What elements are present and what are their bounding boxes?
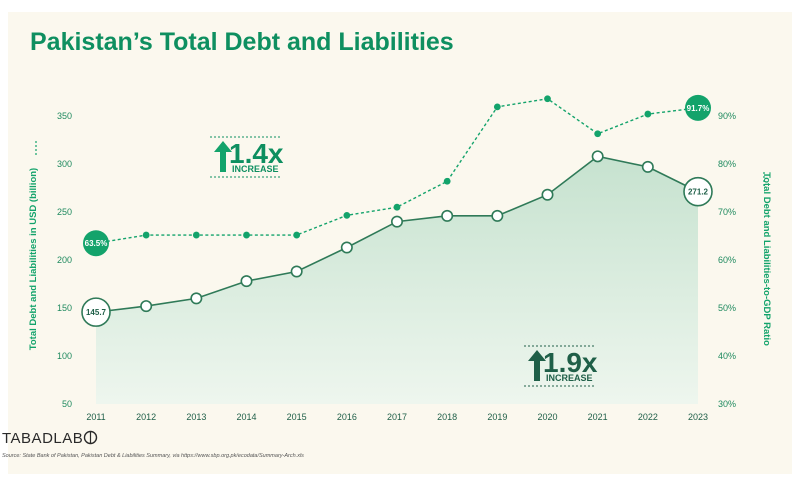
ratio-point: [192, 231, 200, 239]
debt-point: [541, 188, 554, 201]
debt-area: [96, 156, 698, 404]
x-tick-label: 2016: [337, 412, 357, 422]
ratio-point: [393, 203, 401, 211]
arrow-up-icon: [214, 141, 232, 172]
left-tick-label: 300: [57, 159, 72, 169]
debt-data-label: 145.7: [86, 308, 107, 317]
tabadlab-logo: TABADLAB: [2, 430, 84, 447]
data-points: 63.5% 91.7% 145.7 271.2: [81, 94, 713, 327]
ratio-point: [594, 130, 602, 138]
tabadlab-logo-mark-icon: [83, 430, 98, 445]
x-tick-label: 2015: [287, 412, 307, 422]
left-tick-label: 150: [57, 303, 72, 313]
ratio-point: [343, 211, 351, 219]
left-axis-ticks: 350 300 250 200 150 100 50: [57, 111, 72, 409]
ratio-point: [293, 231, 301, 239]
ratio-point: [142, 231, 150, 239]
chart-title: Pakistan’s Total Debt and Liabilities: [30, 28, 454, 56]
right-tick-label: 30%: [718, 399, 736, 409]
right-tick-label: 80%: [718, 159, 736, 169]
x-tick-label: 2013: [186, 412, 206, 422]
ratio-point: [443, 177, 451, 185]
ratio-data-label: 63.5%: [85, 239, 108, 248]
left-tick-label: 250: [57, 207, 72, 217]
right-axis-ticks: 90% 80% 70% 60% 50% 40% 30%: [718, 111, 736, 409]
x-tick-label: 2022: [638, 412, 658, 422]
ratio-point: [544, 95, 551, 103]
debt-point: [81, 297, 111, 327]
ratio-point: [493, 103, 501, 111]
x-tick-label: 2018: [437, 412, 457, 422]
annotation-value: 1.4x: [229, 138, 284, 169]
x-tick-label: 2012: [136, 412, 156, 422]
annotation-value: 1.9x: [543, 347, 598, 378]
debt-point: [190, 292, 203, 305]
x-tick-label: 2020: [537, 412, 557, 422]
x-tick-label: 2014: [236, 412, 256, 422]
x-tick-label: 2021: [588, 412, 608, 422]
arrow-up-icon: [528, 350, 546, 381]
annotation-sub: INCREASE: [232, 164, 279, 174]
left-axis-label: Total Debt and Liabilities in USD (billi…: [28, 168, 39, 350]
right-tick-label: 70%: [718, 207, 736, 217]
debt-point: [441, 209, 454, 222]
x-tick-label: 2017: [387, 412, 407, 422]
x-tick-label: 2023: [688, 412, 708, 422]
annotation-1-4x: 1.4x INCREASE: [210, 136, 284, 178]
annotation-1-9x: 1.9x INCREASE: [524, 345, 598, 387]
right-tick-label: 50%: [718, 303, 736, 313]
ratio-point: [83, 230, 109, 257]
debt-point: [591, 150, 604, 163]
right-tick-label: 40%: [718, 351, 736, 361]
debt-data-label: 271.2: [688, 188, 709, 197]
left-tick-label: 200: [57, 255, 72, 265]
right-tick-label: 90%: [718, 111, 736, 121]
debt-point: [340, 241, 353, 254]
ratio-data-label: 91.7%: [687, 104, 710, 113]
debt-point: [140, 300, 153, 313]
right-axis-label: Total Debt and Liabilities-to-GDP Ratio: [761, 172, 772, 346]
debt-point: [390, 215, 403, 228]
annotation-sub: INCREASE: [546, 373, 593, 383]
debt-point: [641, 160, 654, 173]
x-axis-ticks: 2011 2012 2013 2014 2015 2016 2017 2018 2019 2020…: [86, 412, 708, 422]
debt-point: [683, 176, 713, 207]
debt-point: [240, 275, 253, 288]
source-note: Source: State Bank of Pakistan, Pakistan…: [2, 453, 304, 459]
x-tick-label: 2011: [86, 412, 105, 422]
left-tick-label: 350: [57, 111, 72, 121]
right-tick-label: 60%: [718, 255, 736, 265]
debt-point: [491, 209, 504, 222]
x-tick-label: 2019: [487, 412, 507, 422]
ratio-point: [685, 94, 711, 121]
ratio-point: [644, 110, 652, 118]
debt-point: [290, 265, 303, 278]
left-tick-label: 100: [57, 351, 72, 361]
left-tick-label: 50: [62, 399, 72, 409]
debt-area-fill: [96, 156, 698, 404]
ratio-point: [243, 231, 250, 239]
